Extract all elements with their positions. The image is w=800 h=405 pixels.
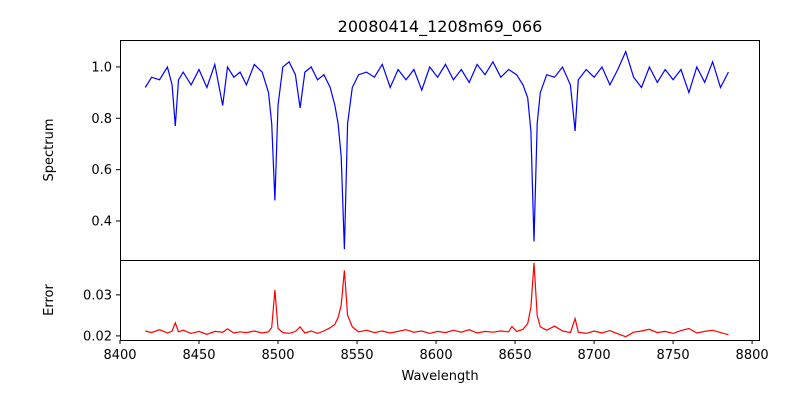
x-axis-label: Wavelength	[401, 369, 478, 384]
spectrum-y-tick-label: 0.6	[91, 163, 112, 178]
error-y-tick-label: 0.02	[83, 329, 112, 344]
error-line	[145, 262, 729, 338]
bottom-axes-frame	[120, 260, 760, 341]
error-y-tick-label: 0.03	[83, 288, 112, 303]
x-tick-label: 8750	[657, 348, 690, 363]
x-tick-label: 8550	[340, 348, 373, 363]
x-tick-label: 8500	[261, 348, 294, 363]
x-tick-label: 8600	[420, 348, 453, 363]
chart-title: 20080414_1208m69_066	[338, 17, 543, 37]
x-tick-label: 8700	[578, 348, 611, 363]
x-tick-label: 8400	[103, 348, 136, 363]
x-tick-label: 8650	[499, 348, 532, 363]
spectrum-y-tick-label: 0.8	[91, 112, 112, 127]
x-tick-label: 8800	[736, 348, 769, 363]
bottom-y-axis-label: Error	[42, 284, 57, 316]
spectrum-line	[144, 49, 729, 250]
top-y-axis-label: Spectrum	[42, 119, 57, 182]
x-tick-label: 8450	[182, 348, 215, 363]
spectrum-y-tick-label: 0.4	[91, 214, 112, 229]
spectrum-y-tick-label: 1.0	[91, 60, 112, 75]
